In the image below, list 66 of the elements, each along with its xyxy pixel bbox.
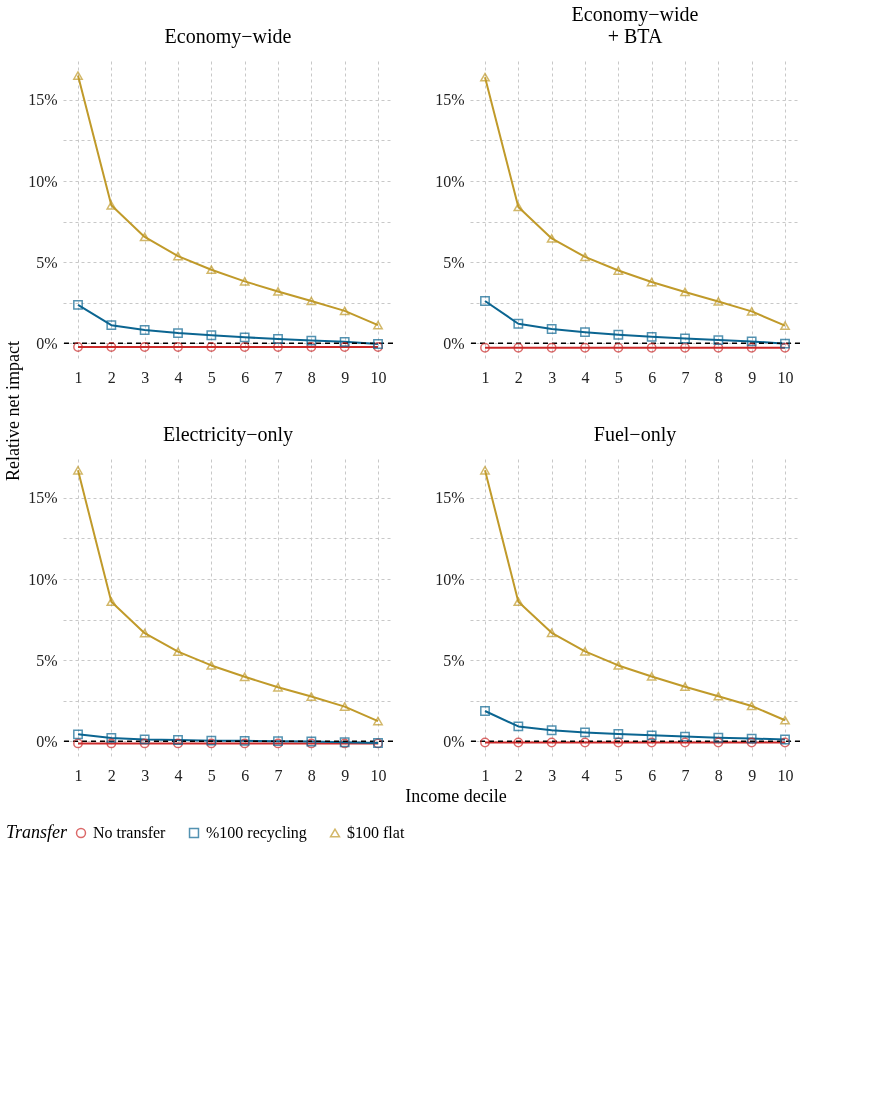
chart-title: Electricity−only [162, 423, 294, 446]
legend-title: Transfer [6, 822, 69, 842]
x-tick-label: 2 [107, 766, 116, 784]
y-tick-label: 15% [28, 91, 58, 109]
y-tick-label: 5% [36, 253, 58, 271]
y-tick-label: 10% [435, 570, 465, 588]
x-tick-label: 10 [370, 368, 387, 386]
x-tick-label: 10 [777, 368, 794, 386]
x-tick-label: 8 [307, 368, 316, 386]
y-tick-label: 10% [28, 172, 58, 190]
legend-label: %100 recycling [206, 824, 307, 842]
x-axis-title: Income decile [405, 786, 507, 806]
x-tick-label: 3 [141, 766, 150, 784]
x-tick-label: 1 [481, 766, 490, 784]
x-tick-label: 5 [614, 766, 623, 784]
y-tick-label: 15% [435, 489, 465, 507]
x-tick-label: 4 [581, 368, 590, 386]
x-tick-label: 2 [107, 368, 116, 386]
x-tick-label: 9 [748, 766, 757, 784]
x-tick-label: 9 [341, 766, 350, 784]
legend-label: $100 flat [347, 824, 405, 841]
x-tick-label: 8 [714, 766, 723, 784]
y-tick-label: 5% [443, 651, 465, 669]
x-tick-label: 5 [207, 766, 216, 784]
x-tick-label: 3 [141, 368, 150, 386]
y-tick-label: 0% [36, 732, 58, 750]
y-tick-label: 10% [435, 172, 465, 190]
x-tick-label: 8 [714, 368, 723, 386]
y-tick-label: 5% [36, 651, 58, 669]
x-tick-label: 2 [514, 766, 523, 784]
x-tick-label: 5 [614, 368, 623, 386]
x-tick-label: 10 [777, 766, 794, 784]
x-tick-label: 4 [174, 766, 183, 784]
x-tick-label: 6 [648, 766, 657, 784]
x-tick-label: 7 [274, 766, 283, 784]
x-tick-label: 6 [241, 766, 250, 784]
x-tick-label: 7 [681, 368, 690, 386]
x-tick-label: 4 [174, 368, 183, 386]
chart-title: Economy−wide + BTA [571, 3, 699, 47]
y-tick-label: 15% [435, 91, 465, 109]
x-tick-label: 7 [274, 368, 283, 386]
chart-title: Fuel−only [593, 423, 677, 446]
y-tick-label: 5% [443, 253, 465, 271]
x-tick-label: 3 [548, 368, 557, 386]
x-tick-label: 1 [481, 368, 490, 386]
x-tick-label: 6 [241, 368, 250, 386]
y-tick-label: 10% [28, 570, 58, 588]
x-tick-label: 7 [681, 766, 690, 784]
x-tick-label: 3 [548, 766, 557, 784]
x-tick-label: 10 [370, 766, 387, 784]
y-tick-label: 15% [28, 489, 58, 507]
x-tick-label: 4 [581, 766, 590, 784]
y-tick-label: 0% [443, 732, 465, 750]
x-tick-label: 9 [748, 368, 757, 386]
x-tick-label: 9 [341, 368, 350, 386]
x-tick-label: 2 [514, 368, 523, 386]
x-tick-label: 8 [307, 766, 316, 784]
legend-label: No transfer [93, 824, 167, 841]
x-tick-label: 5 [207, 368, 216, 386]
x-tick-label: 1 [74, 368, 83, 386]
x-tick-label: 1 [74, 766, 83, 784]
y-tick-label: 0% [443, 334, 465, 352]
y-tick-label: 0% [36, 334, 58, 352]
chart-title: Economy−wide [164, 25, 292, 48]
y-axis-title: Relative net impact [3, 341, 23, 481]
x-tick-label: 6 [648, 368, 657, 386]
